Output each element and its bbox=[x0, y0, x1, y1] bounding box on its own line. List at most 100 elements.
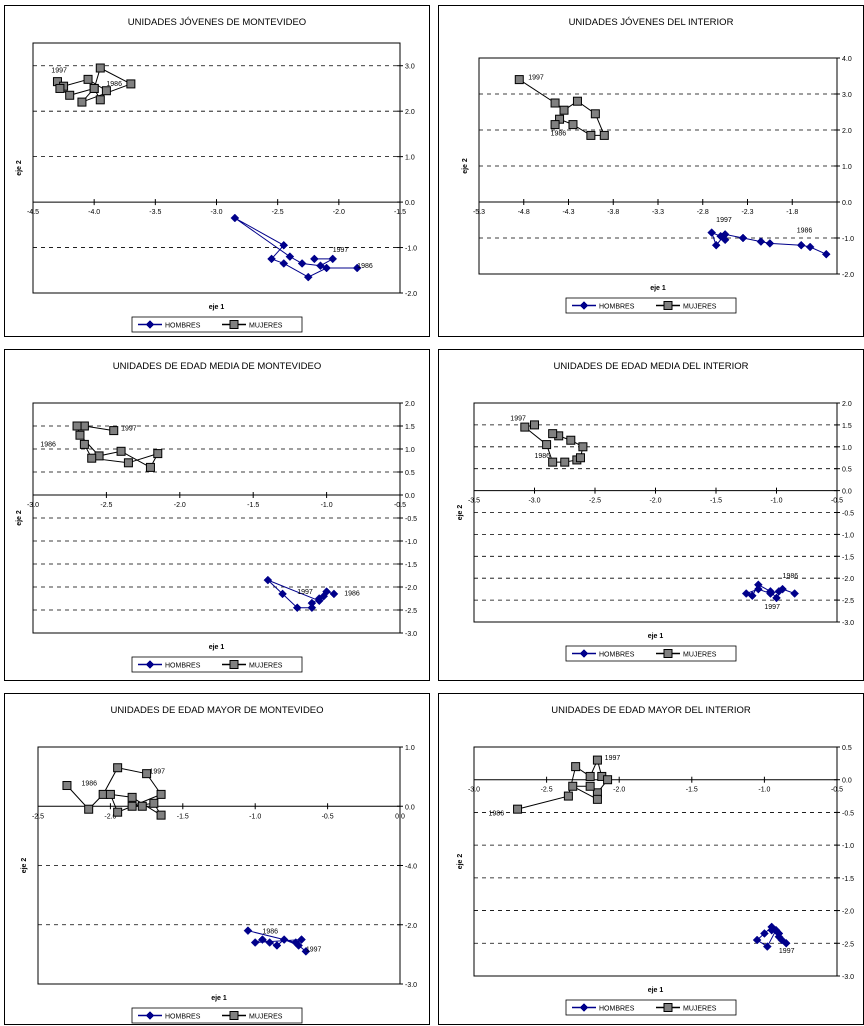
y-tick-label: -1.5 bbox=[405, 562, 417, 569]
data-point bbox=[279, 240, 289, 250]
data-point bbox=[767, 925, 777, 935]
y-axis-label: eje 2 bbox=[457, 505, 464, 521]
series-hombres bbox=[741, 580, 800, 603]
y-tick-label: -2.5 bbox=[842, 941, 854, 948]
x-tick-label: -3.0 bbox=[27, 502, 39, 509]
series-hombres bbox=[243, 926, 311, 956]
point-annotation: 1997 bbox=[51, 68, 67, 75]
point-annotation: 1997 bbox=[297, 589, 313, 596]
data-point bbox=[566, 435, 576, 445]
chart-svg-edad-media-montevideo: UNIDADES DE EDAD MEDIA DE MONTEVIDEO -3.0… bbox=[16, 361, 417, 673]
chart-svg-edad-mayor-interior: UNIDADES DE EDAD MAYOR DEL INTERIOR -3.0 -… bbox=[457, 705, 854, 1016]
data-point bbox=[243, 926, 253, 936]
data-point bbox=[720, 235, 730, 245]
x-tick-label: -1.0 bbox=[249, 813, 261, 820]
y-axis-label: eje 2 bbox=[21, 858, 28, 874]
data-point bbox=[79, 421, 89, 431]
y-tick-label: -3.0 bbox=[842, 620, 854, 627]
data-point bbox=[550, 120, 560, 130]
data-point bbox=[113, 763, 123, 773]
x-tick-label: -2.5 bbox=[541, 787, 553, 794]
x-tick-label: -2.8 bbox=[697, 209, 709, 216]
data-point bbox=[123, 458, 133, 468]
x-axis-label: eje 1 bbox=[209, 304, 225, 311]
x-tick-label: -1.5 bbox=[177, 813, 189, 820]
y-tick-label: 0.0 bbox=[405, 493, 415, 500]
x-tick-label: -1.8 bbox=[786, 209, 798, 216]
data-point bbox=[790, 589, 800, 598]
data-point bbox=[592, 794, 602, 804]
legend-box bbox=[131, 316, 303, 333]
legend: HOMBRES MUJERES bbox=[131, 316, 303, 333]
x-tick-label: -3.0 bbox=[528, 498, 540, 505]
data-point bbox=[94, 451, 104, 461]
point-annotation: 1986 bbox=[797, 228, 813, 235]
series-hombres bbox=[230, 213, 362, 282]
legend-label-mujeres: MUJERES bbox=[683, 304, 717, 311]
data-point bbox=[586, 130, 596, 140]
data-point bbox=[548, 429, 558, 439]
data-point bbox=[101, 86, 111, 96]
y-tick-label: 2.0 bbox=[405, 401, 415, 408]
data-point bbox=[559, 105, 569, 115]
x-tick-label: -3.5 bbox=[468, 498, 480, 505]
x-tick-label: -2.5 bbox=[32, 813, 44, 820]
legend-marker-hombres bbox=[579, 301, 589, 310]
legend-label-mujeres: MUJERES bbox=[249, 1014, 283, 1021]
data-point bbox=[72, 421, 82, 431]
x-tick-label: -2.0 bbox=[333, 209, 345, 216]
series-hombres bbox=[752, 922, 791, 951]
legend-marker-hombres bbox=[145, 660, 155, 669]
data-point bbox=[805, 242, 815, 252]
y-tick-label: -1.0 bbox=[405, 246, 417, 253]
chart-panel-jovenes-interior: UNIDADES JÓVENES DEL INTERIOR -5.3 -4.8 -4.… bbox=[438, 5, 864, 337]
point-annotation: 1997 bbox=[306, 946, 322, 953]
legend-label-hombres: HOMBRES bbox=[165, 323, 201, 330]
data-point bbox=[550, 98, 560, 108]
data-point bbox=[278, 589, 287, 599]
y-tick-label: -2.0 bbox=[405, 923, 417, 930]
series-mujeres bbox=[72, 421, 163, 472]
data-point bbox=[760, 929, 769, 938]
data-point bbox=[113, 807, 123, 817]
data-point bbox=[741, 589, 751, 598]
legend-label-hombres: HOMBRES bbox=[165, 663, 201, 670]
y-axis-label: eje 2 bbox=[462, 158, 469, 174]
data-point bbox=[126, 79, 136, 89]
y-tick-label: 0.0 bbox=[842, 200, 852, 207]
point-annotation: 1986 bbox=[40, 442, 56, 449]
x-axis-label: eje 1 bbox=[648, 633, 664, 640]
data-point bbox=[279, 259, 289, 268]
y-tick-label: -1.0 bbox=[842, 843, 854, 850]
x-tick-label: -3.3 bbox=[652, 209, 664, 216]
data-point bbox=[603, 775, 613, 785]
legend-label-hombres: HOMBRES bbox=[599, 1006, 635, 1013]
legend-marker-hombres bbox=[579, 649, 589, 658]
y-tick-label: 3.0 bbox=[842, 92, 852, 99]
legend-label-mujeres: MUJERES bbox=[683, 652, 717, 659]
point-annotation: 1986 bbox=[81, 781, 97, 788]
data-point bbox=[796, 240, 806, 250]
data-point bbox=[571, 762, 581, 772]
chart-title: UNIDADES JÓVENES DE MONTEVIDEO bbox=[128, 17, 306, 28]
chart-panel-edad-media-montevideo: UNIDADES DE EDAD MEDIA DE MONTEVIDEO -3.0… bbox=[4, 349, 430, 681]
legend-box bbox=[565, 297, 737, 314]
point-annotation: 1997 bbox=[149, 769, 165, 776]
chart-title: UNIDADES JÓVENES DEL INTERIOR bbox=[569, 17, 734, 28]
legend-marker-mujeres bbox=[229, 320, 239, 329]
y-tick-label: -2.0 bbox=[842, 272, 854, 279]
data-point bbox=[279, 935, 289, 944]
data-point bbox=[79, 439, 89, 449]
data-point bbox=[563, 791, 573, 801]
data-point bbox=[738, 233, 748, 243]
data-point bbox=[83, 74, 93, 84]
legend-label-hombres: HOMBRES bbox=[599, 652, 635, 659]
data-point bbox=[513, 804, 523, 814]
data-point bbox=[250, 938, 260, 947]
chart-svg-jovenes-interior: UNIDADES JÓVENES DEL INTERIOR -5.3 -4.8 -4.… bbox=[462, 17, 854, 314]
y-axis-label: eje 2 bbox=[16, 510, 23, 526]
x-tick-label: 0.0 bbox=[395, 813, 405, 820]
point-annotation: 1997 bbox=[764, 604, 780, 611]
plot-area bbox=[32, 402, 401, 634]
data-point bbox=[711, 240, 721, 250]
